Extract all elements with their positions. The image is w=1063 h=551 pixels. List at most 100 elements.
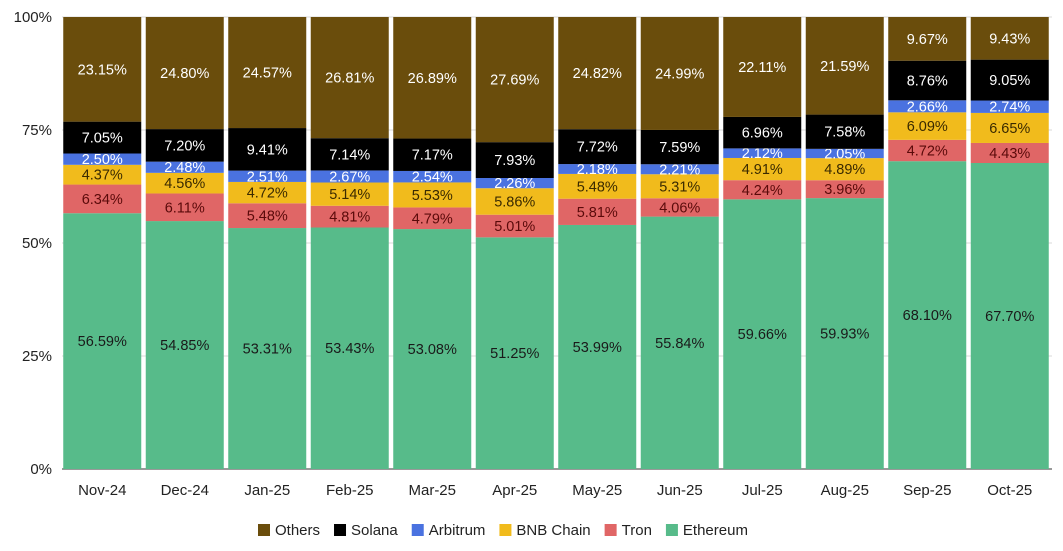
bar-segment-ethereum — [393, 229, 472, 469]
data-label: 53.08% — [408, 342, 457, 358]
data-label: 5.53% — [412, 188, 453, 204]
data-label: 4.24% — [742, 183, 783, 199]
legend-item: BNB Chain — [499, 522, 591, 539]
data-label: 6.96% — [742, 126, 783, 142]
legend: Others Solana Arbitrum BNB Chain Tron Ethereu… — [258, 522, 748, 539]
bar-segment-ethereum — [805, 198, 884, 469]
data-label: 2.21% — [659, 162, 700, 178]
legend-swatch — [665, 524, 678, 536]
data-label: 26.81% — [325, 71, 374, 87]
bar-segment-ethereum — [970, 162, 1049, 469]
data-label: 9.41% — [247, 142, 288, 158]
bar-segment-bnb-chain — [228, 181, 307, 204]
y-tick-label: 75% — [22, 122, 52, 139]
data-label: 59.93% — [820, 327, 869, 343]
legend-item: Arbitrum — [411, 522, 486, 539]
data-label: 5.31% — [659, 179, 700, 195]
data-label: 7.05% — [82, 131, 123, 147]
bar-segment-tron — [888, 139, 967, 162]
bar-segment-arbitrum — [723, 148, 802, 158]
bar-segment-solana — [228, 128, 307, 171]
data-label: 24.57% — [243, 66, 292, 82]
bar-segment-others — [558, 17, 637, 130]
legend-swatch — [604, 524, 617, 536]
bar-stack: 68.10% 4.72% 6.09% 2.66% 8.76% 9.67% — [888, 17, 967, 470]
data-label: 2.51% — [247, 169, 288, 185]
data-label: 7.93% — [494, 153, 535, 169]
data-label: 4.72% — [247, 186, 288, 202]
data-label: 6.34% — [82, 192, 123, 208]
bar-stack: 55.84% 4.06% 5.31%2.21% 7.59% 24.99% — [640, 17, 719, 469]
data-label: 26.89% — [408, 71, 457, 87]
data-label: 2.18% — [577, 162, 618, 178]
data-label: 2.12% — [742, 146, 783, 162]
x-tick-label: Dec-24 — [161, 482, 209, 499]
bar-segment-solana — [145, 129, 224, 162]
bar-segment-arbitrum — [228, 170, 307, 182]
x-tick-label: Nov-24 — [78, 482, 126, 499]
bar-stack: 51.25% 5.01% 5.86% 2.26% 7.93% 27.69% — [475, 17, 554, 469]
data-label: 24.82% — [573, 66, 622, 82]
data-label: 2.50% — [82, 152, 123, 168]
legend-label: Tron — [622, 522, 652, 539]
data-label: 4.06% — [659, 200, 700, 216]
data-label: 2.05% — [824, 146, 865, 162]
data-label: 5.48% — [247, 209, 288, 225]
data-label: 4.72% — [907, 144, 948, 160]
bar-segment-ethereum — [558, 224, 637, 469]
bar-segment-ethereum — [310, 227, 389, 469]
data-label: 2.66% — [907, 99, 948, 115]
data-label: 21.59% — [820, 59, 869, 75]
bar-segment-solana — [805, 114, 884, 149]
data-label: 7.59% — [659, 140, 700, 156]
data-label: 7.20% — [164, 138, 205, 154]
x-tick-label: Jul-25 — [742, 482, 783, 499]
data-label: 67.70% — [985, 309, 1034, 325]
bar-segment-tron — [475, 214, 554, 238]
data-label: 8.76% — [907, 74, 948, 90]
legend-label: Arbitrum — [429, 522, 486, 539]
bar-segment-solana — [888, 60, 967, 101]
data-label: 5.86% — [494, 194, 535, 210]
bar-segment-solana — [475, 142, 554, 179]
data-label: 6.65% — [989, 121, 1030, 137]
bar-segment-ethereum — [640, 216, 719, 469]
y-axis-ticks: 0% 25% 50% 75% 100% — [14, 9, 52, 478]
data-label: 9.67% — [907, 32, 948, 48]
bar-segment-bnb-chain — [558, 173, 637, 199]
x-axis-labels: Nov-24 Dec-24 Jan-25 Feb-25 Mar-25 Apr-25 May-… — [78, 482, 1032, 499]
x-tick-label: Jun-25 — [657, 482, 703, 499]
data-label: 27.69% — [490, 73, 539, 89]
data-label: 2.54% — [412, 170, 453, 186]
bar-segment-others — [723, 17, 802, 117]
legend-label: Ethereum — [683, 522, 748, 539]
legend-swatch — [411, 524, 424, 536]
bar-segment-others — [145, 17, 224, 130]
data-label: 5.48% — [577, 179, 618, 195]
bar-segment-tron — [640, 198, 719, 217]
data-label: 4.43% — [989, 146, 1030, 162]
data-label: 2.26% — [494, 176, 535, 192]
bar-segment-arbitrum — [970, 100, 1049, 113]
bar-segment-solana — [723, 116, 802, 149]
bar-stack: 53.08% 4.79% 5.53% 2.54% 7.17% 26.89% — [393, 17, 472, 469]
data-label: 2.74% — [989, 100, 1030, 116]
bar-stack: 59.66% 4.24% 4.91%2.12% 6.96% 22.11% — [723, 17, 802, 470]
data-label: 7.58% — [824, 125, 865, 141]
bar-segment-bnb-chain — [310, 182, 389, 206]
bar-stack: 67.70% 4.43% 6.65% 2.74% 9.05% 9.43% — [970, 17, 1049, 469]
data-label: 7.14% — [329, 147, 370, 163]
data-label: 53.31% — [243, 342, 292, 358]
bar-segment-tron — [63, 184, 142, 214]
data-label: 24.99% — [655, 66, 704, 82]
data-label: 53.99% — [573, 340, 622, 356]
x-tick-label: May-25 — [572, 482, 622, 499]
bars: 56.59% 6.34% 4.37%2.50% 7.05% 23.15% 54.85% 6.… — [63, 17, 1049, 470]
data-label: 5.14% — [329, 187, 370, 203]
data-label: 68.10% — [903, 308, 952, 324]
bar-segment-bnb-chain — [723, 157, 802, 181]
bar-segment-solana — [558, 129, 637, 165]
data-label: 51.25% — [490, 346, 539, 362]
data-label: 2.48% — [164, 160, 205, 176]
bar-segment-ethereum — [145, 221, 224, 469]
